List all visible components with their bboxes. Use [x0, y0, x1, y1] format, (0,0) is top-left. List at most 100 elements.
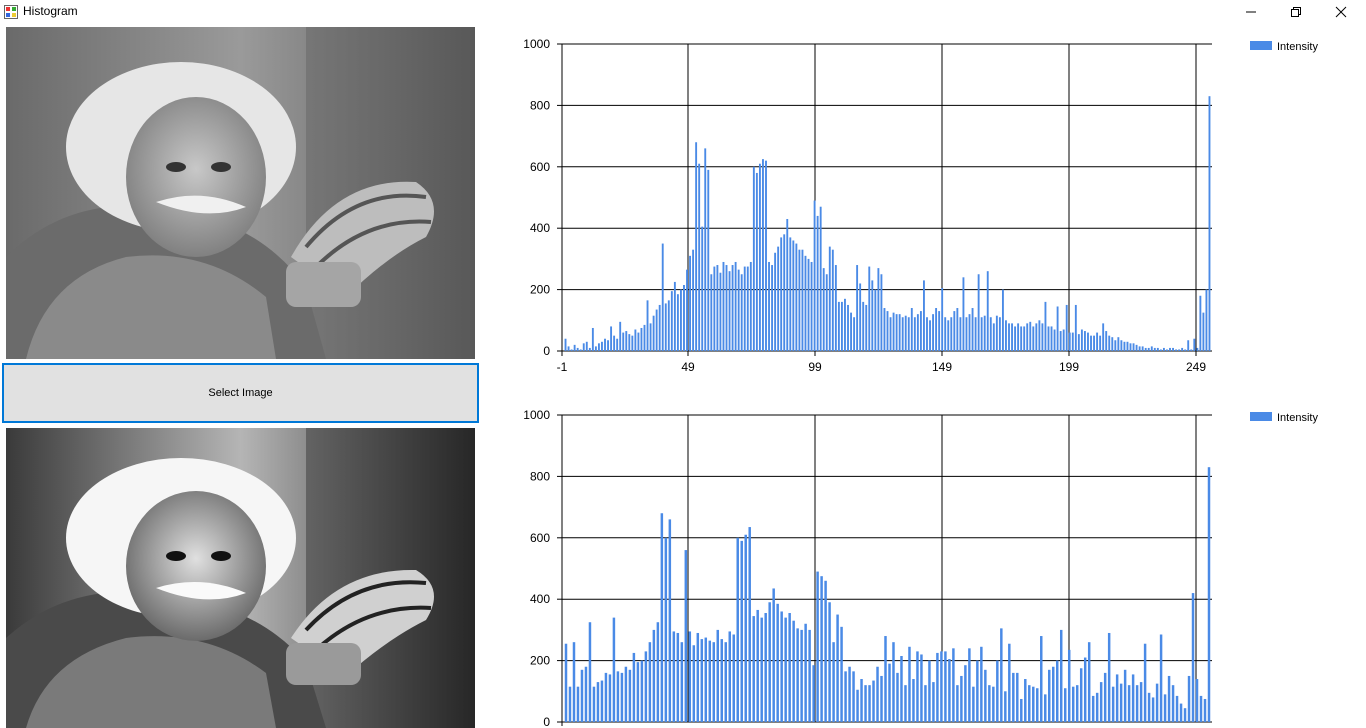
select-image-button[interactable]: Select Image [2, 363, 479, 423]
histogram-bar [831, 249, 834, 351]
histogram-bar [1062, 329, 1065, 351]
histogram-bar [907, 317, 910, 351]
histogram-bar [864, 685, 867, 722]
legend: Intensity [1250, 41, 1318, 53]
histogram-bar [856, 265, 859, 351]
histogram-bar [634, 329, 637, 351]
histogram-bar [1103, 672, 1107, 722]
histogram-bar [996, 660, 999, 722]
histogram-bar [1096, 332, 1099, 351]
histogram-bar [784, 617, 787, 722]
histogram-bar [1147, 692, 1151, 722]
histogram-bar [976, 660, 979, 722]
histogram-bar [613, 335, 616, 351]
histogram-bar [1178, 349, 1181, 351]
histogram-bar [1079, 668, 1083, 722]
restore-button[interactable] [1273, 0, 1318, 24]
histogram-bar [1067, 649, 1071, 722]
histogram-bar [588, 622, 592, 722]
histogram-bar [952, 648, 955, 722]
histogram-bar [1159, 634, 1163, 722]
histogram-bar [1144, 347, 1147, 351]
histogram-bar [1032, 326, 1035, 351]
histogram-bar [1205, 289, 1208, 351]
histogram-bar [1020, 326, 1023, 351]
histogram-bar [713, 266, 716, 351]
histogram-bar [941, 288, 944, 351]
histogram-bar [710, 274, 713, 351]
histogram-bar [783, 234, 786, 351]
histogram-bar [660, 513, 664, 722]
histogram-bar [874, 289, 877, 351]
histogram-bar [648, 642, 652, 722]
histogram-bar [1131, 674, 1135, 722]
histogram-bar [1023, 326, 1026, 351]
histogram-bar [1008, 323, 1010, 351]
histogram-bar [704, 148, 707, 351]
app-icon [4, 5, 18, 19]
histogram-bar [912, 679, 915, 722]
histogram-bar [1123, 341, 1126, 351]
histogram-bar [871, 280, 874, 351]
close-button[interactable] [1318, 0, 1363, 24]
histogram-bar [837, 301, 840, 351]
histogram-bar [850, 312, 852, 352]
histogram-bar [938, 311, 941, 351]
histogram-bar [1156, 347, 1159, 351]
histogram-bar [972, 686, 975, 722]
histogram-bar [1063, 688, 1067, 722]
histogram-bar [734, 261, 737, 351]
window-title: Histogram [23, 4, 78, 18]
histogram-bar [923, 280, 925, 351]
histogram-bar [916, 651, 919, 722]
histogram-bar [716, 265, 719, 351]
histogram-bar [1163, 694, 1167, 722]
histogram-bar [1175, 349, 1178, 351]
histogram-bar [868, 685, 871, 722]
histogram-bar [880, 675, 883, 722]
histogram-bar [1108, 335, 1111, 351]
histogram-bar [601, 341, 603, 351]
histogram-bar [836, 614, 839, 722]
histogram-bar [1155, 683, 1159, 723]
histogram-bar [860, 679, 863, 722]
histogram-bar [986, 271, 989, 351]
histogram-bar [1187, 675, 1191, 722]
histogram-bar [1052, 666, 1055, 722]
histogram-bar [743, 266, 746, 351]
title-bar[interactable]: Histogram [0, 0, 1366, 24]
histogram-bar [1195, 679, 1199, 722]
histogram-bar [712, 642, 716, 722]
histogram-bar [755, 172, 758, 351]
histogram-bar [676, 632, 680, 722]
histogram-bar [1107, 632, 1111, 722]
histogram-bar [812, 665, 815, 722]
histogram-bar [1041, 323, 1044, 351]
histogram-bar [1056, 306, 1059, 351]
histogram-bar [1153, 347, 1156, 351]
histogram-bar [947, 320, 950, 351]
histogram-bar [1117, 337, 1120, 351]
histogram-bar [673, 281, 676, 351]
histogram-bar [892, 642, 895, 722]
histogram-bar [980, 646, 983, 722]
histogram-bar [889, 317, 892, 351]
minimize-icon [1245, 11, 1256, 13]
histogram-bar [765, 160, 767, 351]
histogram-bar [644, 651, 648, 722]
histogram-bar [607, 340, 609, 351]
histogram-bar [1093, 335, 1095, 351]
y-tick-label: 600 [530, 160, 550, 174]
histogram-bar [680, 289, 682, 351]
y-tick-label: 400 [530, 221, 550, 235]
histogram-bar [962, 277, 965, 351]
histogram-bar [888, 663, 891, 722]
histogram-bar [1172, 347, 1174, 351]
histogram-bar [877, 268, 880, 351]
histogram-bar [822, 268, 825, 351]
minimize-button[interactable] [1228, 0, 1273, 24]
histogram-bar [1026, 323, 1029, 351]
histogram-bar [719, 272, 722, 351]
histogram-bar [808, 629, 811, 722]
histogram-bar [950, 317, 953, 351]
